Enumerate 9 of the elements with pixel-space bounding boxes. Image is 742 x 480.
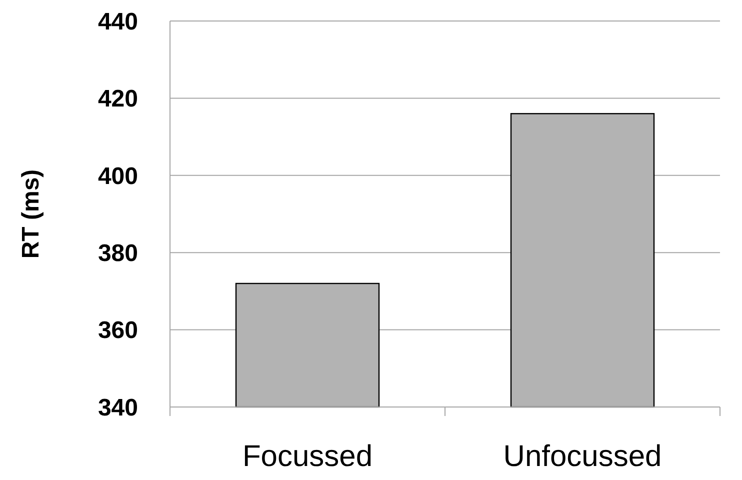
- y-tick-label: 340: [98, 394, 138, 422]
- y-tick-label: 440: [98, 8, 138, 36]
- x-tick-label: Focussed: [242, 440, 373, 473]
- y-tick-label: 400: [98, 162, 138, 190]
- y-tick-label: 360: [98, 317, 138, 344]
- y-tick-label: 380: [98, 240, 138, 267]
- y-tick-label: 420: [98, 86, 138, 113]
- x-tick-label: Unfocussed: [503, 440, 662, 473]
- y-axis-title: RT (ms): [17, 169, 44, 259]
